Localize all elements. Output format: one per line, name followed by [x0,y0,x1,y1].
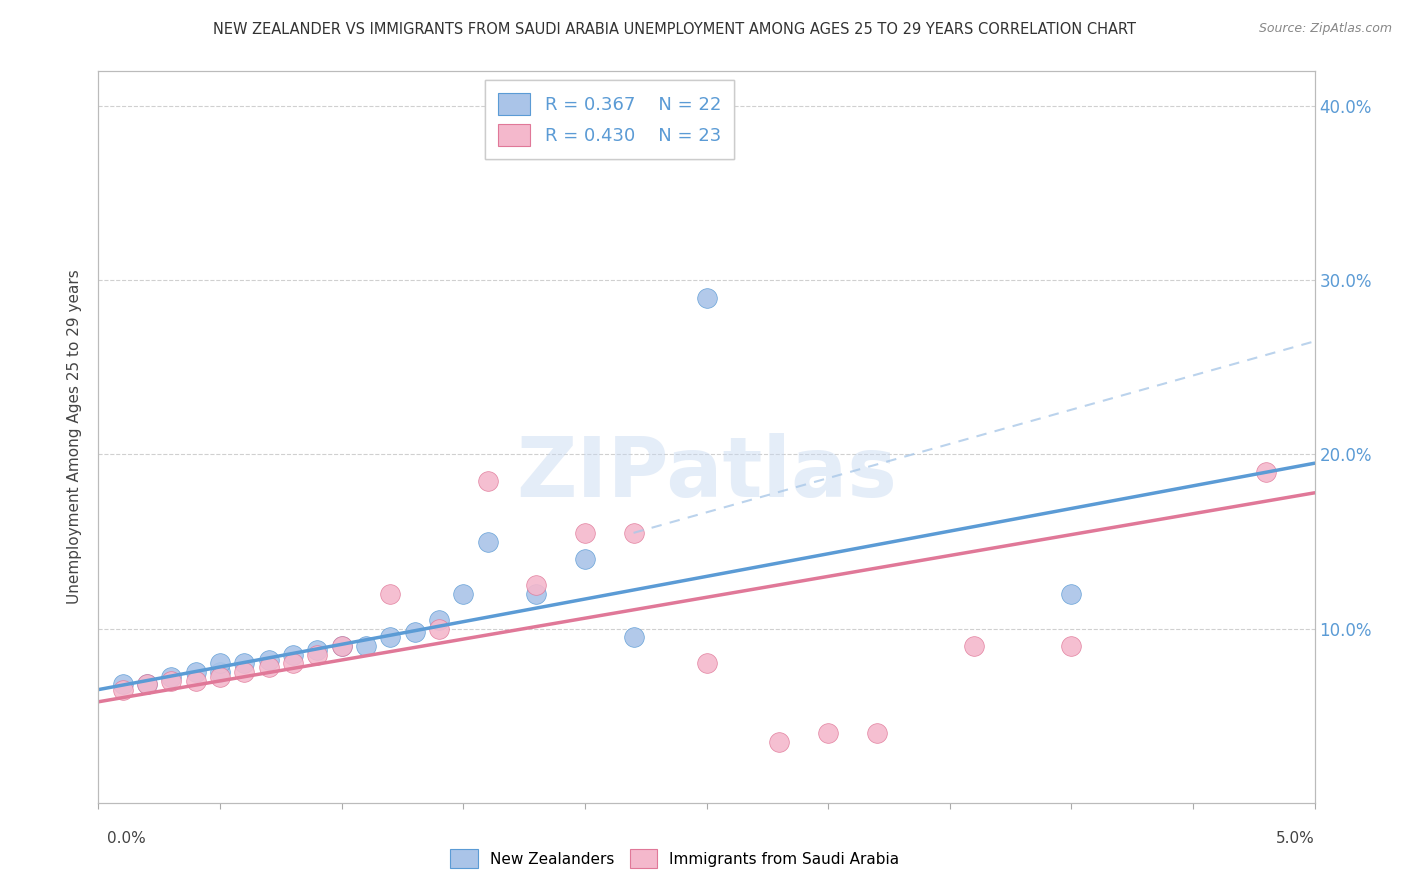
Text: Source: ZipAtlas.com: Source: ZipAtlas.com [1258,22,1392,36]
Point [281,648,304,662]
Point [524,578,547,592]
Point [477,534,499,549]
Y-axis label: Unemployment Among Ages 25 to 29 years: Unemployment Among Ages 25 to 29 years [67,269,83,605]
Point [453,587,475,601]
Point [136,677,159,691]
Text: 5.0%: 5.0% [1275,831,1315,846]
Point [281,657,304,671]
Text: ZIPatlas: ZIPatlas [516,434,897,514]
Point [330,639,353,653]
Point [209,665,232,680]
Point [209,670,232,684]
Point [160,673,183,688]
Point [136,677,159,691]
Point [696,291,718,305]
Point [111,682,134,697]
Point [330,639,353,653]
Text: 0.0%: 0.0% [107,831,146,846]
Point [184,673,207,688]
Point [477,474,499,488]
Point [209,657,232,671]
Point [380,587,402,601]
Point [257,653,280,667]
Point [257,660,280,674]
Point [184,665,207,680]
Text: NEW ZEALANDER VS IMMIGRANTS FROM SAUDI ARABIA UNEMPLOYMENT AMONG AGES 25 TO 29 Y: NEW ZEALANDER VS IMMIGRANTS FROM SAUDI A… [214,22,1136,37]
Point [380,631,402,645]
Point [866,726,889,740]
Point [623,525,645,540]
Point [1254,465,1277,479]
Point [307,648,329,662]
Point [233,665,256,680]
Point [427,622,450,636]
Point [404,625,426,640]
Point [1060,587,1083,601]
Legend: R = 0.367    N = 22, R = 0.430    N = 23: R = 0.367 N = 22, R = 0.430 N = 23 [485,80,734,159]
Point [354,639,377,653]
Point [233,657,256,671]
Point [817,726,839,740]
Point [963,639,986,653]
Point [696,657,718,671]
Point [427,613,450,627]
Point [111,677,134,691]
Point [1060,639,1083,653]
Point [160,670,183,684]
Point [307,642,329,657]
Point [574,525,596,540]
Point [768,735,790,749]
Legend: New Zealanders, Immigrants from Saudi Arabia: New Zealanders, Immigrants from Saudi Ar… [443,841,907,875]
Point [574,552,596,566]
Point [524,587,547,601]
Point [623,631,645,645]
